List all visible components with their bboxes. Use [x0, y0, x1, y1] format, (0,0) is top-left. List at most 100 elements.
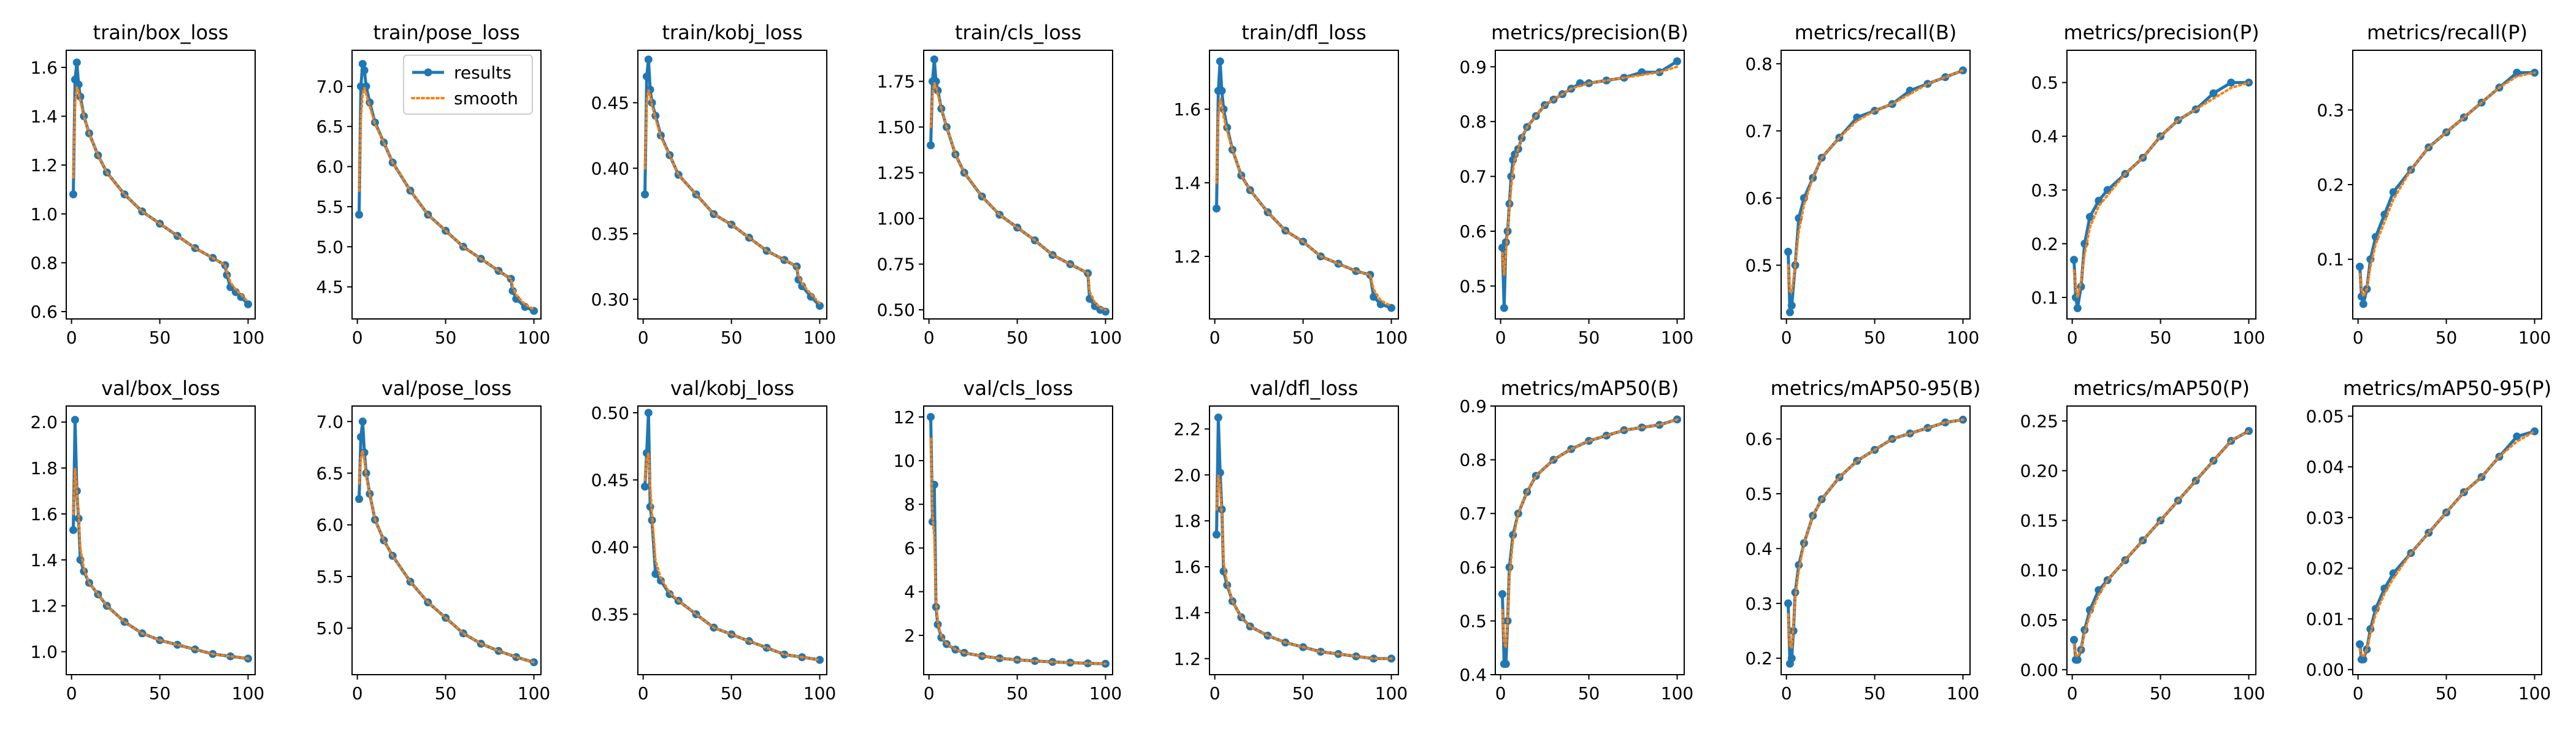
results-point: [173, 640, 182, 649]
y-tick-label: 0.8: [1745, 54, 1773, 74]
x-tick-label: 100: [232, 328, 264, 348]
axes-frame: [1495, 405, 1685, 675]
y-tick-label: 1.0: [30, 642, 58, 662]
axes-frame: [923, 405, 1113, 675]
x-tick-label: 50: [721, 328, 743, 348]
panel-title: metrics/mAP50-95(B): [1771, 377, 1981, 400]
x-tick-label: 100: [2233, 328, 2265, 348]
results-point: [355, 495, 363, 504]
y-tick-label: 1.75: [877, 72, 915, 92]
y-tick-label: 1.4: [30, 107, 58, 127]
axes-frame: [637, 405, 827, 675]
x-tick-label: 50: [1006, 328, 1029, 348]
y-tick-label: 0.45: [591, 470, 629, 490]
results-point: [1500, 304, 1508, 312]
results-point: [1102, 307, 1110, 316]
results-point: [244, 300, 252, 309]
results-point: [231, 288, 240, 296]
y-tick-label: 0.40: [591, 537, 629, 558]
panel-metrics-map50-95-p: metrics/mAP50-95(P) 0 50 100 0.00 0.01 0.02 0.0…: [2306, 377, 2551, 703]
y-tick-label: 0.3: [1745, 594, 1773, 614]
results-point: [927, 141, 935, 150]
x-tick-label: 100: [1375, 328, 1408, 348]
results-point: [2356, 640, 2364, 648]
y-tick-label: 0.8: [1459, 112, 1487, 132]
panel-title: val/dfl_loss: [1250, 377, 1359, 400]
axes-frame: [66, 50, 256, 320]
x-tick-label: 50: [435, 683, 457, 703]
x-tick-label: 50: [149, 328, 171, 348]
x-tick-label: 100: [1947, 328, 1979, 348]
y-tick-label: 0.4: [2031, 126, 2058, 147]
panel-title: val/box_loss: [101, 377, 220, 400]
smooth-series-line: [2072, 81, 2250, 298]
x-tick-label: 50: [1578, 683, 1600, 703]
results-point: [2070, 635, 2078, 644]
smooth-series-line: [1501, 418, 1679, 648]
legend-results-marker: [424, 68, 432, 77]
panel-metrics-precision-b: metrics/precision(B) 0 50 100 0.5 0.6 0.7 0.8 0.…: [1459, 21, 1693, 348]
y-tick-label: 0.10: [2020, 561, 2058, 581]
results-point: [1216, 57, 1224, 66]
smooth-series-line: [1215, 474, 1393, 660]
x-tick-label: 0: [1209, 328, 1221, 348]
results-point: [2070, 256, 2078, 264]
y-tick-label: 5.0: [316, 237, 343, 257]
y-tick-label: 2.0: [30, 412, 58, 432]
results-point: [2209, 89, 2218, 98]
y-tick-label: 0.50: [877, 300, 915, 320]
results-point: [1655, 68, 1664, 77]
results-point: [2227, 79, 2236, 87]
y-tick-label: 0.3: [2317, 100, 2344, 120]
panel-val-cls-loss: val/cls_loss 0 50 100 2 4 6 8 10 12: [893, 377, 1122, 703]
y-tick-label: 1.0: [30, 204, 58, 224]
smooth-series-line: [2072, 429, 2250, 659]
results-point: [641, 482, 649, 491]
y-tick-label: 0.20: [2020, 461, 2058, 481]
x-tick-label: 0: [924, 683, 935, 703]
axes-frame: [923, 50, 1113, 320]
smooth-series-line: [643, 89, 821, 305]
results-point: [2513, 69, 2521, 77]
y-tick-label: 1.4: [30, 550, 58, 570]
axes-frame: [1209, 50, 1399, 320]
axes-frame: [1209, 405, 1399, 675]
y-tick-label: 7.0: [316, 412, 343, 432]
results-point: [69, 190, 77, 199]
y-tick-label: 0.75: [877, 255, 915, 275]
x-tick-label: 100: [1661, 328, 1693, 348]
y-tick-label: 0.1: [2031, 288, 2058, 308]
results-point: [2359, 300, 2367, 309]
x-tick-label: 100: [1089, 683, 1122, 703]
panel-metrics-map50-95-b: metrics/mAP50-95(B) 0 50 100 0.2 0.3 0.4 0.5 0.6: [1745, 377, 1980, 703]
y-tick-label: 1.4: [1173, 603, 1201, 623]
x-tick-label: 0: [66, 683, 77, 703]
y-tick-label: 0.7: [1745, 121, 1773, 141]
y-tick-label: 0.5: [1459, 611, 1487, 631]
y-tick-label: 0.5: [1745, 484, 1773, 504]
results-point: [1784, 248, 1792, 256]
axes-frame: [1781, 50, 1971, 320]
results-point: [74, 514, 83, 523]
y-tick-label: 1.6: [1173, 99, 1201, 120]
axes-frame: [637, 50, 827, 320]
legend-smooth-label: smooth: [454, 88, 518, 109]
y-tick-label: 2.0: [1173, 465, 1201, 485]
x-tick-label: 0: [638, 328, 649, 348]
y-tick-label: 1.4: [1173, 173, 1201, 193]
y-tick-label: 0.3: [2031, 180, 2058, 201]
legend-results-label: results: [454, 63, 512, 83]
x-tick-label: 0: [2353, 328, 2364, 348]
results-point: [1213, 531, 1221, 539]
panel-train-cls-loss: train/cls_loss 0 50 100 0.50 0.75 1.00 1.25 1.50…: [877, 21, 1122, 348]
results-point: [1602, 76, 1611, 85]
y-tick-label: 0.9: [1459, 57, 1487, 77]
x-tick-label: 50: [1864, 683, 1886, 703]
y-tick-label: 0.2: [2031, 234, 2058, 254]
axes-frame: [66, 405, 256, 675]
x-tick-label: 0: [352, 328, 363, 348]
panel-title: metrics/recall(P): [2367, 21, 2528, 44]
y-tick-label: 0.7: [1459, 504, 1487, 524]
smooth-series-line: [1215, 98, 1393, 307]
results-point: [1214, 413, 1222, 422]
